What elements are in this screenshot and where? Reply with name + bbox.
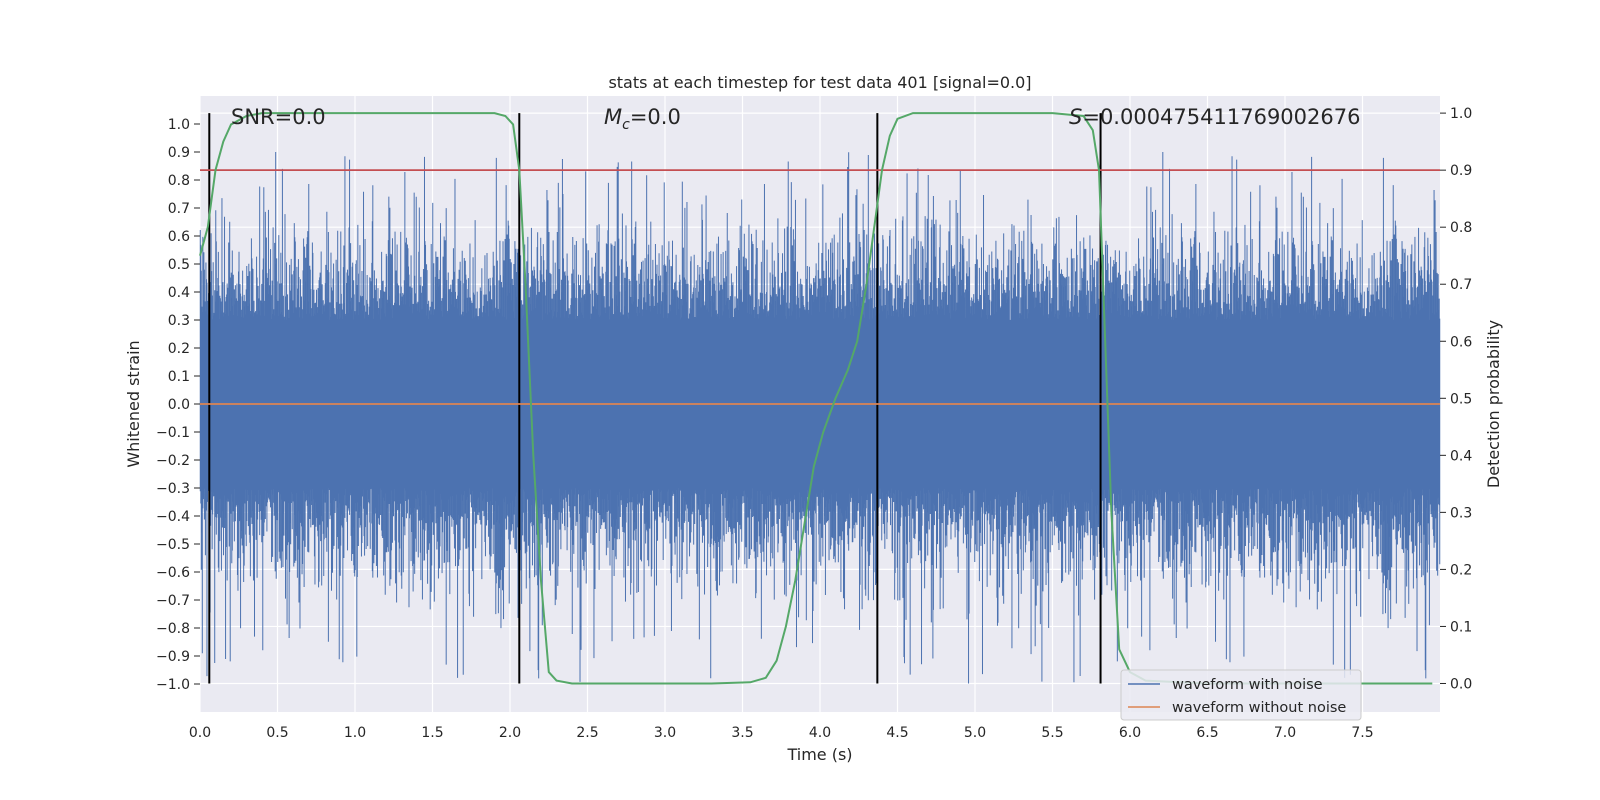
y-tick-label: 0.7 <box>168 201 190 217</box>
y-tick-label: −0.4 <box>156 509 190 525</box>
mc-symbol: M <box>604 105 622 129</box>
x-tick-label: 4.0 <box>809 725 831 741</box>
legend-label-clean: waveform without noise <box>1172 700 1346 716</box>
snr-label: SNR=0.0 <box>231 105 326 129</box>
y-axis-title: Whitened strain <box>124 340 143 467</box>
s-value: =0.000475411769002676 <box>1082 105 1360 129</box>
y2-tick-label: 0.5 <box>1450 391 1472 407</box>
x-tick-label: 1.5 <box>421 725 443 741</box>
legend: waveform with noise waveform without noi… <box>1120 669 1362 721</box>
s-symbol: S <box>1069 105 1082 129</box>
x-tick-label: 7.0 <box>1274 725 1296 741</box>
x-axis-ticks: 0.0 0.5 1.0 1.5 2.0 2.5 3.0 3.5 4.0 4.5 5.0 5.5 6.0 6… <box>189 725 1374 741</box>
right-y-axis-ticks: 0.0 0.1 0.2 0.3 0.4 0.5 0.6 0.7 0.8 0.9 1.0 <box>1440 106 1472 692</box>
y-tick-label: −0.7 <box>156 593 190 609</box>
left-y-axis-ticks: −1.0 −0.9 −0.8 −0.7 −0.6 −0.5 −0.4 −0.3 −0.2 −0.1… <box>156 117 200 693</box>
x-tick-label: 0.5 <box>266 725 288 741</box>
x-tick-label: 3.0 <box>654 725 676 741</box>
x-tick-label: 1.0 <box>344 725 366 741</box>
y-tick-label: 0.3 <box>168 313 190 329</box>
s-label: S=0.000475411769002676 <box>1069 105 1360 129</box>
y-tick-label: 0.1 <box>168 369 190 385</box>
chart-title: stats at each timestep for test data 401… <box>608 73 1031 92</box>
y-tick-label: 0.5 <box>168 257 190 273</box>
x-tick-label: 6.0 <box>1119 725 1141 741</box>
x-tick-label: 7.5 <box>1351 725 1373 741</box>
y-tick-label: −0.1 <box>156 425 190 441</box>
mc-value: =0.0 <box>630 105 681 129</box>
x-axis-title: Time (s) <box>786 745 852 764</box>
y-tick-label: −0.3 <box>156 481 190 497</box>
x-tick-label: 2.0 <box>499 725 521 741</box>
y2-tick-label: 0.2 <box>1450 562 1472 578</box>
y2-axis-title: Detection probability <box>1484 320 1503 488</box>
y-tick-label: −0.9 <box>156 649 190 665</box>
x-tick-label: 4.5 <box>886 725 908 741</box>
y2-tick-label: 0.1 <box>1450 619 1472 635</box>
legend-label-noise: waveform with noise <box>1172 677 1323 693</box>
x-tick-label: 3.5 <box>731 725 753 741</box>
y2-tick-label: 0.8 <box>1450 220 1472 236</box>
y2-tick-label: 0.3 <box>1450 505 1472 521</box>
y-tick-label: −0.8 <box>156 621 190 637</box>
y-tick-label: −0.5 <box>156 537 190 553</box>
x-tick-label: 5.5 <box>1041 725 1063 741</box>
x-tick-label: 5.0 <box>964 725 986 741</box>
x-tick-label: 0.0 <box>189 725 211 741</box>
y2-tick-label: 0.6 <box>1450 334 1472 350</box>
y2-tick-label: 1.0 <box>1450 106 1472 122</box>
y-tick-label: 0.2 <box>168 341 190 357</box>
y-tick-label: 0.8 <box>168 173 190 189</box>
y-tick-label: −1.0 <box>156 677 190 693</box>
detection-probability-line <box>199 112 1433 685</box>
noise-spikes <box>199 152 1441 684</box>
y-tick-label: 0.0 <box>168 397 190 413</box>
y2-tick-label: 0.7 <box>1450 277 1472 293</box>
y-tick-label: 0.6 <box>168 229 190 245</box>
y-tick-label: −0.6 <box>156 565 190 581</box>
y2-tick-label: 0.4 <box>1450 448 1472 464</box>
y2-tick-label: 0.9 <box>1450 163 1472 179</box>
x-tick-label: 2.5 <box>576 725 598 741</box>
y-tick-label: −0.2 <box>156 453 190 469</box>
mc-subscript: c <box>622 117 630 133</box>
line-series <box>199 112 1440 685</box>
x-tick-label: 6.5 <box>1196 725 1218 741</box>
y-tick-label: 1.0 <box>168 117 190 133</box>
legend-box <box>1120 669 1362 721</box>
y-tick-label: 0.9 <box>168 145 190 161</box>
y2-tick-label: 0.0 <box>1450 676 1472 692</box>
y-tick-label: 0.4 <box>168 285 190 301</box>
mc-label: Mc=0.0 <box>604 105 681 133</box>
